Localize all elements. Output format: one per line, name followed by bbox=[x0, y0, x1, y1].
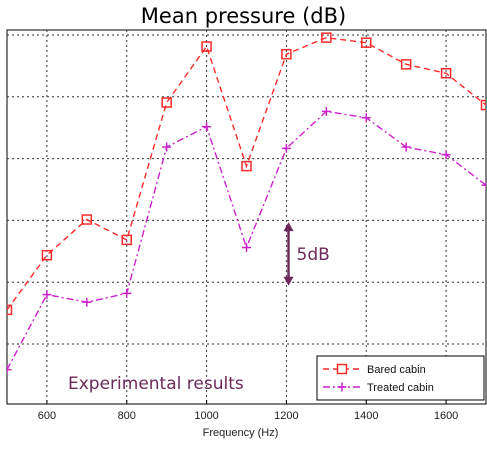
data-point bbox=[41, 249, 53, 261]
x-tick-label: 600 bbox=[38, 410, 56, 422]
plot-frame bbox=[6, 29, 487, 405]
data-point bbox=[281, 143, 291, 153]
data-point bbox=[281, 48, 292, 60]
legend-swatch-marker bbox=[336, 363, 348, 375]
legend-label: Treated cabin bbox=[367, 382, 434, 394]
data-point bbox=[121, 234, 132, 246]
data-point bbox=[440, 68, 452, 79]
data-point bbox=[321, 32, 332, 43]
x-tick-label: 1200 bbox=[274, 410, 298, 422]
data-point bbox=[242, 243, 251, 253]
data-point bbox=[201, 41, 212, 52]
legend-box bbox=[316, 355, 485, 401]
data-point bbox=[82, 297, 92, 307]
data-point bbox=[241, 160, 252, 172]
caption-experimental-results: Experimental results bbox=[68, 374, 244, 394]
data-point bbox=[361, 113, 371, 123]
scale-bar-arrow-bottom bbox=[283, 276, 294, 286]
x-ticks: 600 800 1000 1200 1400 1600 bbox=[38, 400, 458, 422]
series-bared-cabin bbox=[7, 32, 486, 316]
chart-title: Mean pressure (dB) bbox=[140, 4, 347, 28]
legend-item: Treated cabin bbox=[323, 382, 434, 394]
scale-bar-label: 5dB bbox=[297, 245, 330, 265]
data-point bbox=[401, 142, 411, 152]
data-point bbox=[441, 150, 451, 160]
data-point bbox=[481, 180, 486, 190]
data-point bbox=[321, 106, 331, 116]
series-line bbox=[7, 36, 486, 311]
data-point bbox=[122, 288, 132, 298]
scale-bar-arrow-top bbox=[283, 222, 294, 232]
data-point bbox=[161, 97, 172, 108]
legend-label: Bared cabin bbox=[367, 364, 426, 376]
legend-item: Bared cabin bbox=[323, 363, 426, 376]
x-tick-label: 1600 bbox=[434, 410, 458, 422]
series-layer bbox=[7, 32, 486, 375]
annotation-layer: 5dB Experimental results bbox=[68, 222, 330, 394]
data-point bbox=[202, 122, 212, 132]
data-point bbox=[400, 59, 412, 70]
data-point bbox=[81, 214, 93, 225]
data-point bbox=[361, 37, 372, 48]
x-tick-label: 1000 bbox=[194, 410, 218, 422]
x-tick-label: 1400 bbox=[354, 410, 378, 422]
data-point bbox=[480, 99, 486, 111]
legend: Bared cabin Treated cabin bbox=[316, 355, 485, 401]
data-point bbox=[7, 365, 12, 375]
data-point bbox=[162, 142, 172, 152]
data-point bbox=[42, 290, 52, 300]
grid-layer bbox=[7, 30, 486, 404]
x-axis-label: Frequency (Hz) bbox=[203, 427, 279, 439]
x-tick-label: 800 bbox=[118, 410, 136, 422]
series-treated-cabin bbox=[7, 106, 486, 375]
data-point bbox=[7, 304, 13, 316]
